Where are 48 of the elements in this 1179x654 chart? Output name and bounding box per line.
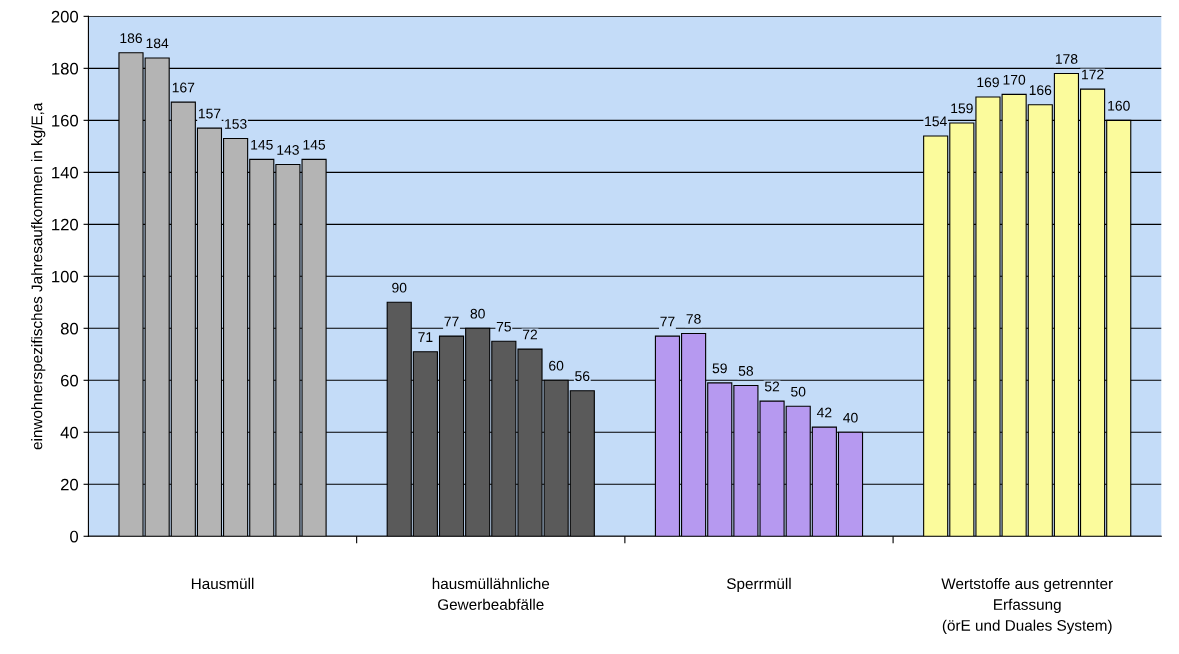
- data-label: 184: [146, 38, 169, 49]
- data-label: 169: [977, 77, 999, 88]
- y-tick-label: 200: [51, 10, 79, 23]
- y-tick-label: 160: [52, 114, 79, 127]
- data-label: 60: [549, 360, 564, 371]
- y-tick-label: 20: [61, 478, 79, 491]
- x-tick-label: Sperrmüll: [726, 577, 791, 593]
- data-label: 172: [1082, 69, 1104, 80]
- y-tick-label: 120: [52, 218, 79, 231]
- data-label: 77: [660, 316, 675, 327]
- data-label: 78: [686, 313, 701, 324]
- data-label: 143: [277, 145, 299, 155]
- y-axis-title: einwohnerspezifisches Jahresaufkommen in kg/E,a: [31, 102, 46, 450]
- data-label: 40: [843, 412, 858, 423]
- data-label: 75: [496, 321, 511, 332]
- data-label: 77: [444, 316, 459, 327]
- y-tick-label: 100: [52, 270, 79, 283]
- data-label: 90: [392, 282, 407, 293]
- y-tick-label: 140: [52, 166, 79, 179]
- data-label: 52: [764, 381, 780, 392]
- data-label: 154: [925, 116, 947, 127]
- data-label: 50: [791, 386, 806, 397]
- y-tick-label: 0: [70, 530, 79, 543]
- data-label: 56: [575, 371, 590, 382]
- data-label: 167: [172, 82, 195, 93]
- y-tick-label: 180: [52, 62, 79, 75]
- x-tick-label: Hausmüll: [191, 577, 254, 590]
- x-tick-label: Wertstoffe aus getrennter Erfassung (örE und Duales System): [941, 577, 1113, 634]
- data-label: 71: [418, 332, 433, 342]
- data-label: 42: [816, 407, 832, 418]
- y-tick-label: 40: [60, 426, 79, 439]
- data-label: 157: [198, 108, 221, 119]
- y-tick-label: 60: [61, 374, 79, 387]
- data-label: 160: [1108, 100, 1130, 111]
- data-label: 178: [1055, 54, 1078, 64]
- y-tick-label: 80: [60, 322, 79, 335]
- data-label: 153: [225, 119, 247, 129]
- data-label: 72: [522, 329, 538, 340]
- data-label: 166: [1029, 85, 1052, 96]
- data-label: 186: [120, 33, 142, 44]
- data-label: 80: [470, 308, 485, 319]
- data-label: 145: [251, 139, 273, 150]
- data-label: 58: [738, 365, 754, 376]
- data-label: 145: [303, 139, 326, 150]
- data-label: 59: [712, 363, 727, 374]
- data-label: 159: [951, 103, 973, 114]
- x-tick-label: hausmüllähnliche Gewerbeabfälle: [432, 577, 550, 610]
- data-label: 170: [1003, 74, 1026, 85]
